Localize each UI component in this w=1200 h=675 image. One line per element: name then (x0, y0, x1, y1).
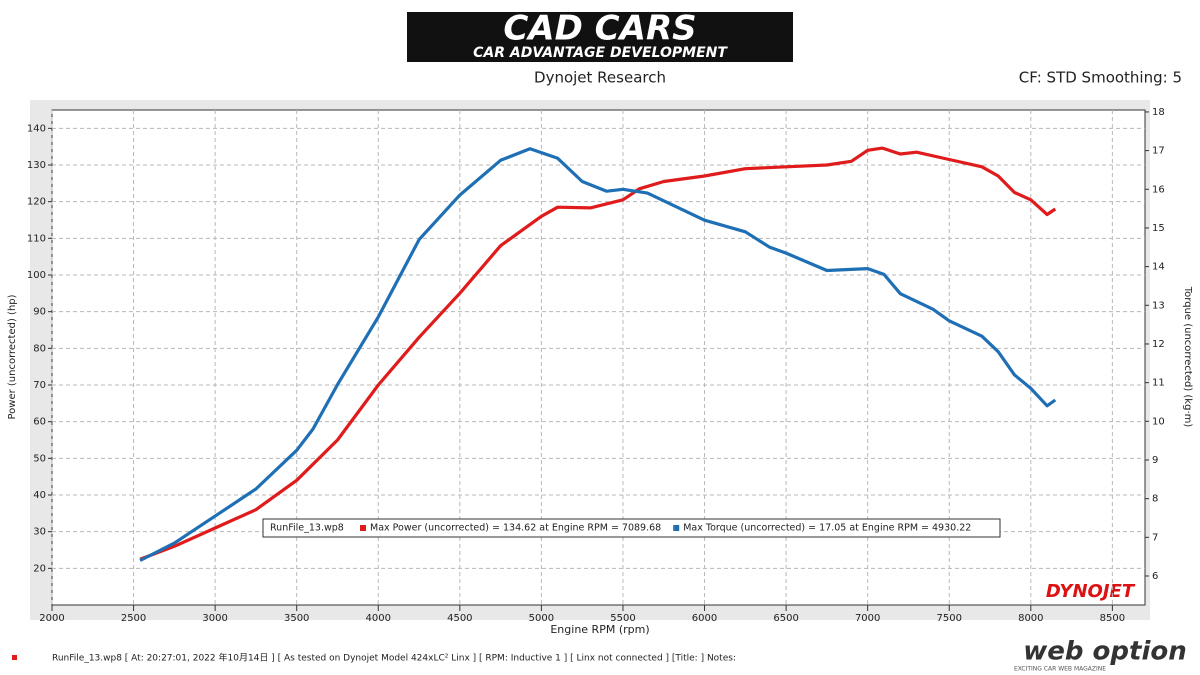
x-tick-label: 6500 (773, 613, 798, 624)
x-tick-label: 4500 (447, 613, 472, 624)
y2-tick-label: 16 (1152, 184, 1165, 195)
legend-label: Max Torque (uncorrected) = 17.05 at Engi… (683, 523, 971, 534)
y2-tick-label: 12 (1152, 339, 1165, 350)
legend-swatch (360, 525, 366, 531)
footer: RunFile_13.wp8 [ At: 20:27:01, 2022 年10月… (52, 652, 736, 664)
brand: DYNOJET (1046, 581, 1136, 602)
y-tick-label: 70 (33, 380, 46, 391)
watermark-tagline: EXCITING CAR WEB MAGAZINE (1014, 666, 1106, 673)
y2-tick-label: 10 (1152, 416, 1165, 427)
x-axis-label: Engine RPM (rpm) (550, 623, 649, 636)
y-axis-label: Power (uncorrected) (hp) (7, 294, 18, 419)
y-tick-label: 60 (33, 417, 46, 428)
x-tick-label: 7500 (937, 613, 962, 624)
x-tick-label: 5000 (529, 613, 554, 624)
y2-tick-label: 13 (1152, 300, 1165, 311)
x-tick-label: 2000 (39, 613, 64, 624)
x-tick-label: 3000 (202, 613, 227, 624)
x-tick-label: 4000 (366, 613, 391, 624)
y2-axis-label: Torque (uncorrected) (kg·m) (1182, 286, 1193, 428)
x-tick-label: 7000 (855, 613, 880, 624)
y2-tick-label: 11 (1152, 378, 1165, 389)
y2-tick-label: 14 (1152, 262, 1165, 273)
y2-tick-label: 7 (1152, 532, 1158, 543)
y2-tick-label: 15 (1152, 223, 1165, 234)
y-tick-label: 20 (33, 563, 46, 574)
legend-box (262, 518, 1001, 538)
y-tick-label: 120 (27, 197, 46, 208)
x-tick-label: 6000 (692, 613, 717, 624)
legend-file: RunFile_13.wp8 (270, 523, 344, 534)
y-tick-label: 80 (33, 343, 46, 354)
series-line (139, 147, 1057, 562)
y-tick-label: 140 (27, 123, 46, 134)
y2-tick-label: 9 (1152, 455, 1158, 466)
y-tick-label: 30 (33, 527, 46, 538)
y2-tick-label: 18 (1152, 107, 1165, 118)
x-tick-label: 5500 (610, 613, 635, 624)
legend-label: Max Power (uncorrected) = 134.62 at Engi… (370, 523, 661, 534)
footer-marker (12, 655, 17, 660)
y-tick-label: 40 (33, 490, 46, 501)
legend-swatch (673, 525, 680, 531)
logo-subtitle: CAR ADVANTAGE DEVELOPMENT (473, 45, 728, 61)
y-tick-label: 50 (33, 453, 46, 464)
y2-tick-label: 8 (1152, 494, 1158, 505)
settings-text: CF: STD Smoothing: 5 (1019, 69, 1182, 87)
watermark: web option (1023, 637, 1187, 667)
x-tick-label: 2500 (121, 613, 146, 624)
logo-title: CAD CARS (503, 9, 696, 49)
logo-box (407, 12, 793, 62)
y2-tick-label: 6 (1152, 571, 1158, 582)
y-tick-label: 130 (27, 160, 46, 171)
series-line (139, 146, 1057, 561)
y2-tick-label: 17 (1152, 146, 1165, 157)
y-tick-label: 100 (27, 270, 46, 281)
x-tick-label: 8500 (1100, 613, 1125, 624)
chart-title: Dynojet Research (534, 69, 666, 87)
x-tick-label: 8000 (1018, 613, 1043, 624)
x-tick-label: 3500 (284, 613, 309, 624)
y-tick-label: 90 (33, 307, 46, 318)
y-tick-label: 110 (27, 233, 46, 244)
